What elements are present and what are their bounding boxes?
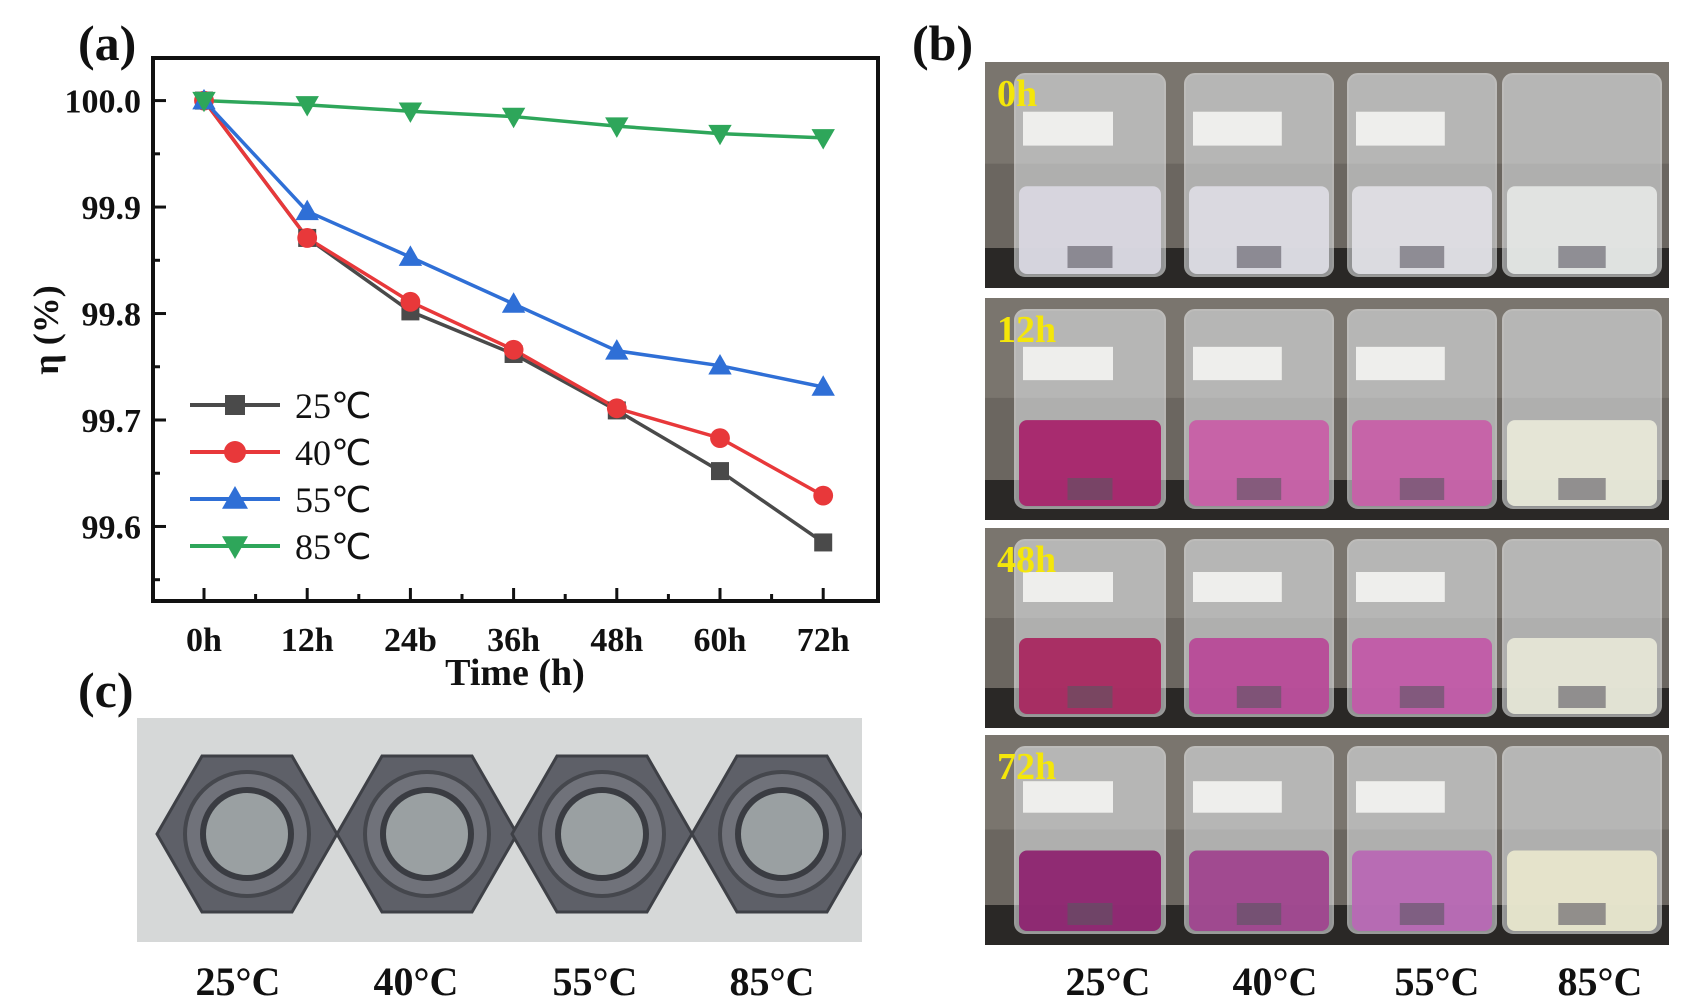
legend-label: 85℃ xyxy=(295,527,371,567)
x-tick-label: 12h xyxy=(281,622,334,659)
data-point xyxy=(295,199,319,221)
data-point xyxy=(811,375,835,396)
data-point xyxy=(605,117,629,138)
x-tick-label: 24b xyxy=(384,622,437,659)
nut-bore xyxy=(200,787,294,881)
beaker-photo-row: 48h xyxy=(985,528,1669,728)
x-tick-label: 36h xyxy=(487,622,540,659)
time-tag: 0h xyxy=(997,73,1038,115)
data-point xyxy=(503,339,524,360)
data-point xyxy=(708,354,732,375)
beaker-photo-row: 12h xyxy=(985,298,1669,520)
nut-temp-label: 85°C xyxy=(729,959,815,1004)
y-tick-label: 100.0 xyxy=(65,84,142,121)
data-point xyxy=(297,228,318,248)
series-markers xyxy=(192,88,835,552)
nut-temp-label: 55°C xyxy=(552,959,638,1004)
x-tick-label: 0h xyxy=(186,622,222,659)
panel-label-c: (c) xyxy=(78,662,134,718)
x-axis-label: Time (h) xyxy=(445,652,585,694)
y-axis-ticks: 100.0 99.9 99.8 99.7 99.6 xyxy=(65,84,166,582)
legend-marker xyxy=(222,486,248,509)
data-point xyxy=(813,485,834,506)
time-tag: 12h xyxy=(997,309,1057,351)
panel-label-b: (b) xyxy=(912,15,974,71)
beaker-temp-label: 40°C xyxy=(1232,959,1318,1004)
y-tick-label: 99.7 xyxy=(82,403,142,440)
beaker-photo-row: 0h xyxy=(985,62,1669,288)
data-point xyxy=(398,102,423,123)
legend-label: 40℃ xyxy=(295,433,371,473)
nut-temp-label: 40°C xyxy=(373,959,459,1004)
beaker-photo-row: 72h xyxy=(985,735,1669,945)
nut-bore xyxy=(380,787,474,881)
data-point xyxy=(814,533,833,552)
y-tick-label: 99.9 xyxy=(82,190,142,227)
nut-bore xyxy=(555,787,649,881)
legend-marker xyxy=(222,536,248,559)
data-point xyxy=(606,398,627,419)
x-tick-label: 60h xyxy=(694,622,747,659)
legend-marker xyxy=(224,441,246,463)
data-point xyxy=(811,129,835,150)
data-point xyxy=(501,107,526,129)
data-point xyxy=(710,428,730,448)
y-tick-label: 99.6 xyxy=(82,509,142,546)
data-point xyxy=(605,339,629,360)
hex-nuts-image xyxy=(137,718,862,942)
time-tag: 48h xyxy=(997,539,1057,581)
plot-frame xyxy=(151,56,880,603)
efficiency-line-chart: 100.0 99.9 99.8 99.7 99.6 0h 12h 24b 36h 48h 60h 7… xyxy=(26,56,880,694)
data-point xyxy=(708,124,732,146)
y-tick-label: 99.8 xyxy=(82,297,142,334)
series-line xyxy=(202,99,825,544)
nut-photo xyxy=(137,718,862,942)
x-tick-label: 72h xyxy=(797,622,850,659)
data-point xyxy=(295,96,319,117)
legend: 25℃ 40℃ 55℃ 85℃ xyxy=(190,386,371,567)
legend-label: 25℃ xyxy=(295,386,371,426)
data-point xyxy=(400,291,421,312)
nut-temp-label: 25°C xyxy=(195,959,281,1004)
legend-label: 55℃ xyxy=(295,480,371,520)
panel-label-a: (a) xyxy=(78,15,137,71)
beaker-temp-label: 25°C xyxy=(1065,959,1151,1004)
data-point xyxy=(711,462,729,481)
x-axis-ticks: 0h 12h 24b 36h 48h 60h 72h xyxy=(186,588,850,659)
beaker-temp-label: 85°C xyxy=(1557,959,1643,1004)
x-tick-label: 48h xyxy=(590,622,643,659)
time-tag: 72h xyxy=(997,746,1057,788)
legend-marker xyxy=(225,395,245,415)
y-axis-label: η (%) xyxy=(26,285,66,374)
data-point xyxy=(192,91,216,113)
beaker-temp-label: 55°C xyxy=(1394,959,1480,1004)
data-point xyxy=(398,245,423,266)
nut-bore xyxy=(735,787,829,881)
data-point xyxy=(501,292,526,313)
series-lines xyxy=(202,98,825,544)
